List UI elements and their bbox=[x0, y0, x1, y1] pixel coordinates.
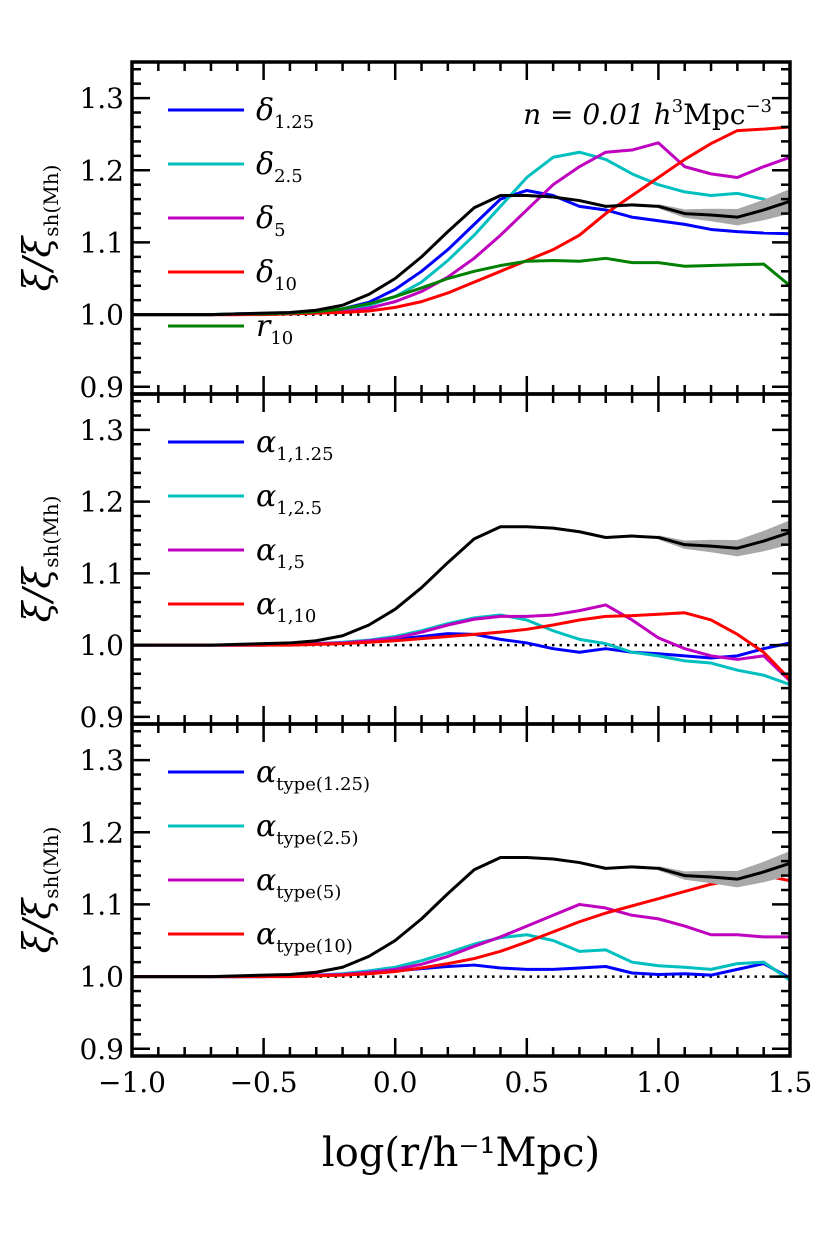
legend-label-main: α bbox=[256, 863, 276, 898]
legend-label-sub: 10 bbox=[274, 274, 297, 295]
series-line-middle-4 bbox=[132, 525, 790, 647]
series-line-bottom-4 bbox=[132, 856, 790, 979]
annotation-unit-exp: −3 bbox=[745, 96, 772, 117]
legend-label-main: δ bbox=[256, 147, 274, 182]
plot-area-top bbox=[132, 125, 790, 317]
legend-label-middle-3: α1,10 bbox=[256, 587, 316, 627]
y-axis-label-main: ξ/ξ bbox=[15, 566, 59, 623]
error-band-bottom bbox=[658, 851, 790, 888]
legend-label-main: α bbox=[256, 917, 276, 952]
panel-middle: 0.91.01.11.21.3ξ/ξsh(Mh)α1,1.25α1,2.5α1,… bbox=[15, 392, 792, 734]
xtick-label: 0.0 bbox=[373, 1066, 418, 1099]
ytick-label: 1.0 bbox=[79, 629, 124, 662]
y-axis-label-main: ξ/ξ bbox=[15, 235, 59, 292]
annotation-density: n = 0.01 h3Mpc−3 bbox=[523, 96, 772, 131]
legend-label-main: α bbox=[256, 533, 276, 568]
ytick-label: 1.3 bbox=[79, 414, 124, 447]
legend-label-sub: 1.25 bbox=[274, 112, 314, 133]
legend-label-sub: 1,5 bbox=[276, 552, 305, 573]
y-axis-label-sub: sh(Mh) bbox=[39, 827, 63, 899]
ytick-label: 1.1 bbox=[79, 557, 124, 590]
y-axis-label: ξ/ξsh(Mh) bbox=[15, 165, 63, 292]
series-line-top-5 bbox=[132, 194, 790, 317]
legend-label-main: α bbox=[256, 587, 276, 622]
annotation-h-exp: 3 bbox=[672, 96, 683, 117]
legend-label-main: α bbox=[256, 755, 276, 790]
annotation-unit: Mpc bbox=[683, 98, 745, 131]
y-axis-label-sub: sh(Mh) bbox=[39, 165, 63, 237]
legend-label-sub: 1,1.25 bbox=[276, 444, 333, 465]
error-band-top bbox=[658, 189, 790, 226]
legend-label-top-4: r10 bbox=[256, 309, 293, 349]
legend-label-main: α bbox=[256, 425, 276, 460]
series-line-top-0 bbox=[132, 188, 790, 317]
legend-label-bottom-0: αtype(1.25) bbox=[256, 755, 370, 795]
ytick-label: 1.1 bbox=[79, 888, 124, 921]
legend-label-main: α bbox=[256, 479, 276, 514]
legend-label-middle-1: α1,2.5 bbox=[256, 479, 322, 519]
legend-label-sub: 1,10 bbox=[276, 606, 316, 627]
legend-label-bottom-3: αtype(10) bbox=[256, 917, 353, 957]
error-band-middle bbox=[658, 520, 790, 557]
ytick-label: 0.9 bbox=[79, 1033, 124, 1066]
x-axis-label: log(r/h⁻¹Mpc) bbox=[322, 1130, 600, 1176]
xtick-label: 0.5 bbox=[505, 1066, 550, 1099]
legend-label-top-3: δ10 bbox=[256, 255, 297, 295]
legend-label-sub: type(10) bbox=[276, 936, 353, 957]
xtick-label: 1.5 bbox=[768, 1066, 813, 1099]
legend-label-sub: 1,2.5 bbox=[276, 498, 322, 519]
ytick-label: 0.9 bbox=[79, 371, 124, 404]
ytick-label: 1.2 bbox=[79, 816, 124, 849]
ytick-label: 1.3 bbox=[79, 744, 124, 777]
ytick-label: 0.9 bbox=[79, 701, 124, 734]
y-axis-label-sub: sh(Mh) bbox=[39, 496, 63, 568]
ytick-label: 1.2 bbox=[79, 154, 124, 187]
ytick-label: 1.0 bbox=[79, 299, 124, 332]
panel-bottom: 0.91.01.11.21.3ξ/ξsh(Mh)αtype(1.25)αtype… bbox=[15, 722, 813, 1176]
ytick-label: 1.0 bbox=[79, 961, 124, 994]
xtick-label: 1.0 bbox=[636, 1066, 681, 1099]
xtick-label: −1.0 bbox=[98, 1066, 166, 1099]
series-line-bottom-3 bbox=[132, 874, 790, 979]
plot-area-middle bbox=[132, 520, 790, 686]
legend-label-main: r bbox=[256, 309, 272, 344]
legend-label-sub: type(1.25) bbox=[276, 774, 370, 795]
annotation-h: h bbox=[654, 98, 672, 131]
panel-top: 0.91.01.11.21.3ξ/ξsh(Mh)δ1.25δ2.5δ5δ10r1… bbox=[15, 60, 792, 404]
legend-label-top-1: δ2.5 bbox=[256, 147, 303, 187]
xtick-label: −0.5 bbox=[230, 1066, 298, 1099]
ytick-label: 1.3 bbox=[79, 82, 124, 115]
legend-label-sub: type(2.5) bbox=[276, 828, 358, 849]
legend-label-bottom-2: αtype(5) bbox=[256, 863, 341, 903]
plot-area-bottom bbox=[132, 851, 790, 982]
series-line-middle-2 bbox=[132, 603, 790, 683]
ytick-label: 1.2 bbox=[79, 486, 124, 519]
legend-label-main: α bbox=[256, 809, 276, 844]
ytick-label: 1.1 bbox=[79, 226, 124, 259]
legend-label-sub: 2.5 bbox=[274, 166, 303, 187]
legend-label-sub: 10 bbox=[270, 328, 293, 349]
y-axis-label: ξ/ξsh(Mh) bbox=[15, 496, 63, 623]
legend-label-main: δ bbox=[256, 201, 274, 236]
legend-label-top-0: δ1.25 bbox=[256, 93, 314, 133]
legend-label-sub: 5 bbox=[274, 220, 285, 241]
legend-label-main: δ bbox=[256, 93, 274, 128]
legend-label-middle-2: α1,5 bbox=[256, 533, 305, 573]
series-line-top-1 bbox=[132, 150, 790, 317]
y-axis-label: ξ/ξsh(Mh) bbox=[15, 827, 63, 954]
y-axis-label-main: ξ/ξ bbox=[15, 897, 59, 954]
annotation-lhs: n = 0.01 bbox=[523, 98, 654, 131]
legend-label-main: δ bbox=[256, 255, 274, 290]
legend-label-top-2: δ5 bbox=[256, 201, 286, 241]
legend-label-sub: type(5) bbox=[276, 882, 341, 903]
legend-label-bottom-1: αtype(2.5) bbox=[256, 809, 359, 849]
legend-label-middle-0: α1,1.25 bbox=[256, 425, 334, 465]
